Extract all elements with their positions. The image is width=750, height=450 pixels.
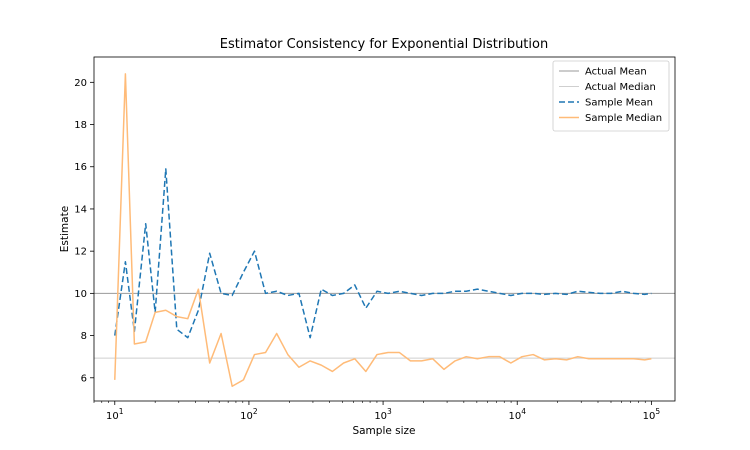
x-tick-label-0: 101 [106,407,124,422]
x-tick-label-2: 103 [374,407,392,422]
y-axis-label: Estimate [59,206,71,252]
y-tick-label-4: 14 [74,204,87,215]
axes-frame [93,56,676,402]
y-tick-label-3: 12 [74,247,87,258]
legend-label-1: Actual Median [585,82,656,93]
y-tick-label-0: 6 [81,373,87,384]
chart-title: Estimator Consistency for Exponential Di… [220,37,548,52]
x-axis-label: Sample size [352,425,415,437]
y-tick-label-2: 10 [74,289,87,300]
legend-label-0: Actual Mean [585,67,647,78]
legend-label-3: Sample Median [585,113,662,124]
x-tick-label-1: 102 [240,407,258,422]
y-tick-label-5: 16 [74,162,87,173]
plot-area [94,73,675,387]
series-line-0 [114,168,652,339]
legend-label-2: Sample Mean [585,98,653,109]
series-line-1 [114,73,652,387]
legend: Actual Mean Actual Median Sample Mean Sampl… [552,60,670,132]
y-tick-label-6: 18 [74,120,87,131]
x-tick-label-4: 105 [643,407,661,422]
legend-box [552,60,670,132]
x-tick-label-3: 104 [508,407,526,422]
y-tick-label-1: 8 [81,331,87,342]
y-tick-label-7: 20 [74,78,87,89]
